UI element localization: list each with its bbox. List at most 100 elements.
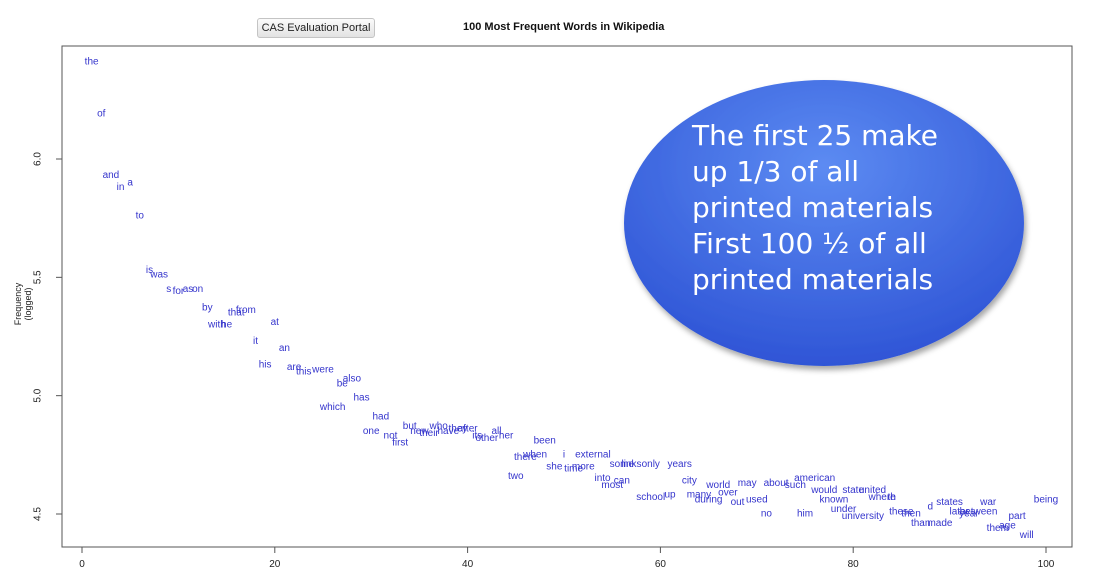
word-point: a xyxy=(127,177,133,188)
word-point: was xyxy=(149,270,168,281)
word-point: city xyxy=(682,476,697,487)
word-point: from xyxy=(236,305,256,316)
callout-line-3: printed materials xyxy=(692,191,934,224)
callout-line-5: printed materials xyxy=(692,263,934,296)
word-point: were xyxy=(311,364,334,375)
word-point: on xyxy=(192,284,203,295)
word-point: with xyxy=(207,319,226,330)
word-point: he xyxy=(221,319,233,330)
word-point: it xyxy=(253,336,258,347)
callout-text: The first 25 make up 1/3 of all printed … xyxy=(692,118,992,298)
word-point: its xyxy=(472,431,482,442)
word-point: there xyxy=(514,452,537,463)
word-point: may xyxy=(738,478,757,489)
word-point: for xyxy=(173,286,185,297)
word-point: when xyxy=(522,449,547,460)
word-point: most xyxy=(601,480,623,491)
word-point: during xyxy=(695,494,723,505)
word-point: two xyxy=(508,471,524,482)
word-point: by xyxy=(202,303,213,314)
x-tick-label: 20 xyxy=(269,559,281,570)
word-point: th xyxy=(888,492,896,503)
word-point: many xyxy=(687,490,711,501)
word-point: made xyxy=(927,518,952,529)
word-point: where xyxy=(867,492,896,503)
word-point: american xyxy=(794,473,835,484)
word-point: i xyxy=(563,449,565,460)
word-point: she xyxy=(546,461,563,472)
word-point: new xyxy=(410,426,429,437)
word-point: also xyxy=(343,374,362,385)
callout-line-1: The first 25 make xyxy=(692,119,938,152)
word-point: had xyxy=(372,412,389,423)
word-point: their xyxy=(419,428,439,439)
word-point: about xyxy=(764,478,789,489)
chart-title: 100 Most Frequent Words in Wikipedia xyxy=(463,21,665,33)
word-point: than xyxy=(911,518,930,529)
word-point: have xyxy=(437,426,459,437)
word-point: world xyxy=(705,480,730,491)
word-point: that xyxy=(228,307,245,318)
word-point: time xyxy=(564,464,583,475)
word-point: him xyxy=(797,509,813,520)
word-point: external xyxy=(575,449,611,460)
x-tick-label: 80 xyxy=(848,559,860,570)
word-point: they xyxy=(449,423,468,434)
word-point: age xyxy=(999,520,1016,531)
word-point: out xyxy=(731,497,745,508)
callout-line-2: up 1/3 of all xyxy=(692,155,859,188)
word-point: an xyxy=(279,343,290,354)
word-point: is xyxy=(146,265,153,276)
word-point: of xyxy=(97,109,106,120)
y-tick-label: 5.0 xyxy=(33,388,44,402)
y-tick-label: 6.0 xyxy=(33,152,44,166)
word-point: between xyxy=(960,506,998,517)
word-point: university xyxy=(842,511,884,522)
cas-evaluation-portal-button[interactable]: CAS Evaluation Portal xyxy=(257,18,375,38)
word-point: after xyxy=(458,423,479,434)
x-tick-label: 100 xyxy=(1038,559,1055,570)
word-point: would xyxy=(810,485,837,496)
word-point: them xyxy=(987,523,1009,534)
word-point: later xyxy=(950,506,970,517)
word-point: this xyxy=(296,367,312,378)
word-point: united xyxy=(859,485,886,496)
word-point: his xyxy=(259,360,272,371)
word-point: state xyxy=(842,485,864,496)
word-point: in xyxy=(117,182,125,193)
word-point: links xyxy=(621,459,641,470)
word-point: not xyxy=(384,431,398,442)
word-point: more xyxy=(572,461,595,472)
word-point: at xyxy=(271,317,280,328)
word-point: school xyxy=(636,492,665,503)
word-point: are xyxy=(287,362,302,373)
y-tick-label: 5.5 xyxy=(33,270,44,284)
word-point: being xyxy=(1034,494,1058,505)
word-point: who xyxy=(429,421,449,432)
word-point: and xyxy=(103,170,120,181)
callout-line-4: First 100 ½ of all xyxy=(692,227,927,260)
word-point: no xyxy=(761,509,773,520)
word-point: to xyxy=(136,210,145,221)
x-tick-label: 0 xyxy=(79,559,85,570)
word-point: these xyxy=(889,506,914,517)
callout-bubble xyxy=(624,80,1024,366)
word-point: some xyxy=(610,459,635,470)
word-point: can xyxy=(614,476,630,487)
word-point: then xyxy=(901,509,920,520)
word-point: such xyxy=(785,480,806,491)
x-tick-label: 60 xyxy=(655,559,667,570)
word-point: part xyxy=(1008,511,1025,522)
word-point: over xyxy=(718,487,738,498)
word-point: under xyxy=(831,504,857,515)
word-point: year xyxy=(959,509,979,520)
word-point: all xyxy=(492,426,502,437)
x-tick-label: 40 xyxy=(462,559,474,570)
word-point: be xyxy=(337,378,349,389)
word-point: first xyxy=(392,438,408,449)
word-point: into xyxy=(594,473,611,484)
word-point: has xyxy=(353,393,369,404)
word-point: used xyxy=(746,494,768,505)
word-point: will xyxy=(1019,530,1034,541)
